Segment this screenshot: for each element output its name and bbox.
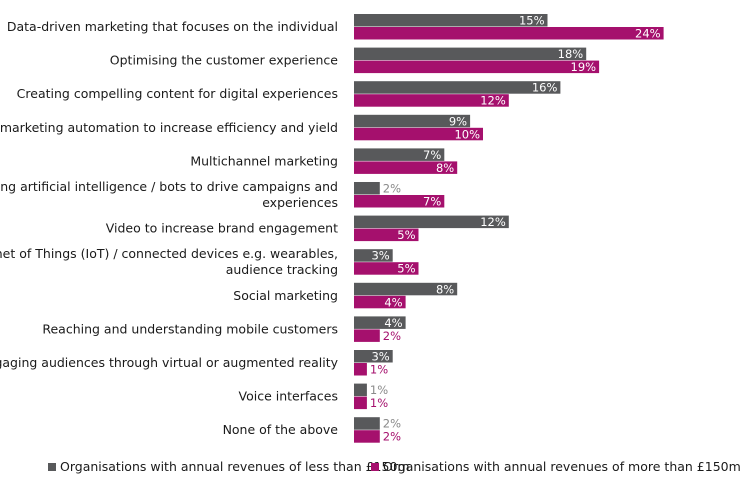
- value-label-over-150m: 1%: [370, 396, 388, 410]
- bar-over-150m: [354, 363, 367, 376]
- value-label-over-150m: 10%: [454, 127, 480, 141]
- bar-under-150m: [354, 81, 561, 94]
- bar-under-150m: [354, 148, 445, 161]
- legend-swatch-over-150m: [371, 463, 379, 471]
- bar-under-150m: [354, 282, 458, 296]
- legend-label-over-150m: Organisations with annual revenues of mo…: [383, 459, 741, 474]
- value-label-under-150m: 2%: [383, 417, 401, 431]
- value-label-under-150m: 2%: [383, 182, 401, 196]
- value-label-over-150m: 24%: [635, 27, 661, 41]
- category-label: Using marketing automation to increase e…: [0, 120, 338, 135]
- bar-over-150m: [354, 430, 380, 443]
- bar-under-150m: [354, 114, 471, 128]
- category-label: Social marketing: [233, 288, 338, 303]
- category-label: None of the above: [223, 422, 339, 437]
- value-label-under-150m: 1%: [370, 383, 388, 397]
- category-label: Utilising artificial intelligence / bots…: [0, 179, 338, 194]
- value-label-over-150m: 5%: [397, 228, 415, 242]
- category-label: Internet of Things (IoT) / connected dev…: [0, 246, 338, 261]
- bar-under-150m: [354, 350, 393, 363]
- bar-over-150m: [354, 295, 406, 309]
- category-label: Engaging audiences through virtual or au…: [0, 355, 339, 370]
- bar-under-150m: [354, 249, 393, 262]
- category-label: Creating compelling content for digital …: [17, 86, 338, 101]
- value-label-over-150m: 1%: [370, 363, 388, 377]
- value-label-under-150m: 7%: [423, 148, 441, 162]
- value-label-over-150m: 12%: [480, 94, 506, 108]
- value-label-over-150m: 2%: [383, 329, 401, 343]
- bar-under-150m: [354, 417, 380, 430]
- bar-over-150m: [354, 396, 367, 410]
- value-label-under-150m: 3%: [371, 249, 389, 263]
- value-label-over-150m: 2%: [383, 430, 401, 444]
- value-label-under-150m: 16%: [532, 81, 558, 95]
- value-label-under-150m: 3%: [371, 350, 389, 364]
- value-label-over-150m: 8%: [436, 161, 454, 175]
- value-label-over-150m: 4%: [384, 295, 402, 309]
- bar-over-150m: [354, 228, 419, 242]
- value-label-under-150m: 12%: [480, 215, 506, 229]
- bar-under-150m: [354, 215, 509, 229]
- bar-over-150m: [354, 60, 600, 74]
- value-label-over-150m: 7%: [423, 195, 441, 209]
- category-label: Voice interfaces: [239, 389, 339, 404]
- category-label: experiences: [262, 195, 338, 210]
- bar-over-150m: [354, 195, 445, 208]
- bar-under-150m: [354, 316, 406, 329]
- bar-over-150m: [354, 161, 458, 174]
- category-label: Optimising the customer experience: [110, 53, 339, 68]
- category-label: Multichannel marketing: [190, 153, 338, 168]
- value-label-under-150m: 18%: [558, 47, 584, 61]
- category-label: Reaching and understanding mobile custom…: [42, 321, 338, 336]
- value-label-under-150m: 4%: [384, 316, 402, 330]
- bar-over-150m: [354, 27, 664, 40]
- category-label: Data-driven marketing that focuses on th…: [7, 19, 338, 34]
- legend-swatch-under-150m: [48, 463, 56, 471]
- bar-under-150m: [354, 47, 587, 61]
- bar-over-150m: [354, 94, 509, 107]
- value-label-over-150m: 5%: [397, 262, 415, 276]
- category-label: Video to increase brand engagement: [106, 221, 338, 236]
- bar-under-150m: [354, 14, 548, 27]
- bar-over-150m: [354, 329, 380, 342]
- legend-label-under-150m: Organisations with annual revenues of le…: [60, 459, 410, 474]
- bar-under-150m: [354, 182, 380, 195]
- bar-over-150m: [354, 262, 419, 275]
- bar-over-150m: [354, 127, 483, 141]
- value-label-under-150m: 9%: [449, 114, 467, 128]
- value-label-under-150m: 8%: [436, 282, 454, 296]
- value-label-under-150m: 15%: [519, 14, 545, 28]
- category-label: audience tracking: [226, 262, 338, 277]
- bar-under-150m: [354, 383, 367, 397]
- value-label-over-150m: 19%: [571, 60, 597, 74]
